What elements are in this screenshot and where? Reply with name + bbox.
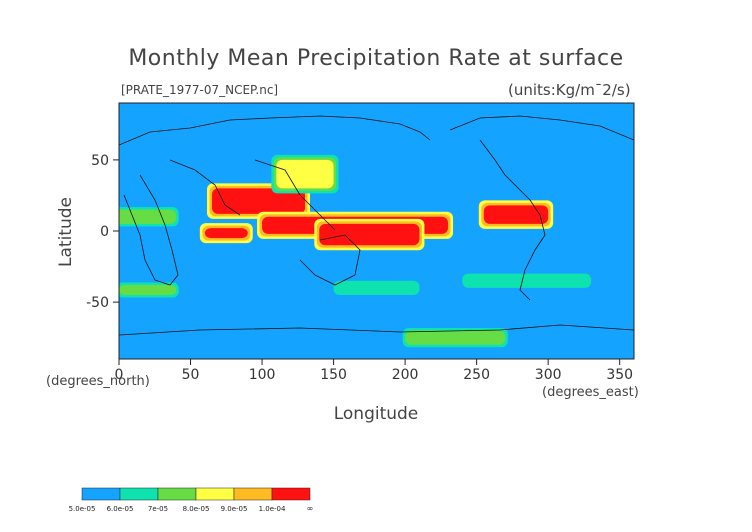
x-tick-label-200: 200 — [392, 367, 419, 383]
x-tick-label-350: 350 — [606, 367, 633, 383]
x-tick-label-0: 0 — [115, 367, 124, 383]
y-ticks: -50 0 50 — [86, 153, 119, 311]
colorbar-swatch-3 — [195, 487, 235, 501]
x-ticks: 0 50 100 150 200 250 300 350 — [115, 359, 633, 383]
x-tick-label-100: 100 — [249, 367, 276, 383]
precip-region-9-level-2 — [462, 273, 592, 288]
precip-region-7-level-3 — [119, 285, 177, 295]
colorbar-label-2: 7e-05 — [148, 505, 168, 513]
colorbar-label-5: 1.0e-04 — [259, 505, 286, 513]
colorbar-swatch-0 — [81, 487, 121, 501]
x-tick-label-50: 50 — [182, 367, 200, 383]
precip-region-0-level-6 — [211, 188, 305, 214]
colorbar-swatch-1 — [119, 487, 159, 501]
colorbar-label-3: 8.0e-05 — [183, 505, 210, 513]
precip-region-8-level-2 — [333, 280, 420, 295]
precip-region-2-level-6 — [319, 223, 420, 246]
precip-region-3-level-6 — [204, 228, 248, 239]
colorbar: 5.0e-05 6.0e-05 7e-05 8.0e-05 9.0e-05 1.0e-04… — [69, 487, 314, 513]
colorbar-label-0: 5.0e-05 — [69, 505, 96, 513]
x-tick-label-150: 150 — [320, 367, 347, 383]
coastlines — [119, 115, 634, 336]
y-tick-label-0: 0 — [100, 224, 109, 240]
x-tick-label-250: 250 — [463, 367, 490, 383]
colorbar-label-4: 9.0e-05 — [221, 505, 248, 513]
x-unit-label: (degrees_east) — [542, 385, 639, 400]
x-axis-label: Longitude — [333, 404, 419, 424]
y-unit-label: (degrees_north) — [46, 374, 150, 389]
y-tick-label-50: 50 — [91, 153, 109, 169]
chart-title: Monthly Mean Precipitation Rate at surfa… — [128, 46, 624, 71]
colorbar-label-1: 6.0e-05 — [107, 505, 134, 513]
colorbar-end-label: ∞ — [307, 504, 314, 513]
precip-region-6-level-3 — [119, 209, 177, 224]
colorbar-swatch-4 — [233, 487, 273, 501]
colorbar-swatch-2 — [157, 487, 197, 501]
precip-region-10-level-3 — [405, 330, 506, 345]
precip-region-5-level-4 — [276, 159, 334, 189]
precip-regions — [119, 154, 592, 348]
y-tick-label--50: -50 — [86, 295, 109, 311]
colorbar-swatch-5 — [271, 487, 311, 501]
precip-region-4-level-6 — [483, 205, 549, 224]
chart-subtitle: [PRATE_1977-07_NCEP.nc] — [121, 83, 279, 97]
units-label: (units:Kg/m¯2/s) — [508, 81, 631, 99]
x-tick-label-300: 300 — [535, 367, 562, 383]
